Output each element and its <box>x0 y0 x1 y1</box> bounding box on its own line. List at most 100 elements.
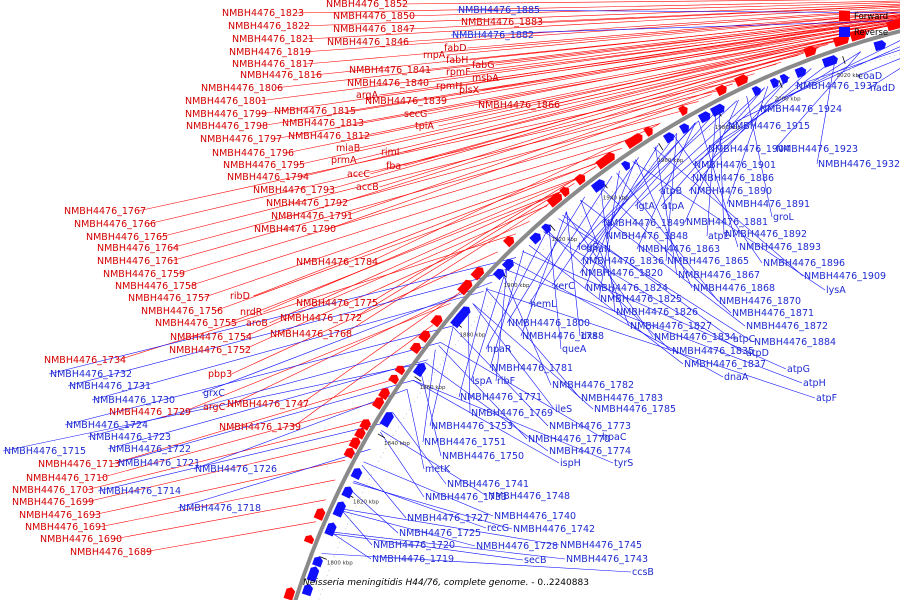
reverse-leader-line <box>726 86 769 205</box>
forward-leader-line <box>296 47 820 166</box>
reverse-gene-label: NMBH4476_1715 <box>4 446 86 457</box>
forward-leader-line <box>359 37 849 149</box>
reverse-leader-line <box>548 226 562 350</box>
reverse-gene-label: NMBH4476_1730 <box>93 395 175 406</box>
forward-gene-label: NMBH4476_1752 <box>169 345 251 356</box>
reverse-leader-line <box>485 288 816 399</box>
forward-gene-label: accC <box>347 169 370 180</box>
reverse-gene-label: NMBH4476_1901 <box>694 160 776 171</box>
forward-leader-line <box>406 2 900 17</box>
forward-gene-label: NMBH4476_1816 <box>240 70 322 81</box>
reverse-leader-line <box>495 266 508 382</box>
reverse-gene-label: NMBH4476_1724 <box>66 420 148 431</box>
kbp-label: 1920 kbp <box>551 237 577 243</box>
reverse-gene-label: NMBH4476_1871 <box>732 308 814 319</box>
forward-leader-line <box>427 22 900 115</box>
reverse-gene-label: NMBH4476_1788 <box>522 331 604 342</box>
forward-leader-line <box>300 54 799 178</box>
kbp-label: 1900 kbp <box>504 283 530 289</box>
reverse-leader-line <box>456 9 900 14</box>
reverse-gene-label: NMBH4476_1885 <box>458 5 540 16</box>
reverse-leader-line <box>330 531 566 560</box>
reverse-gene-label: grxC <box>203 388 225 399</box>
reverse-gene-label: NMBH4476_1785 <box>594 404 676 415</box>
reverse-gene-arrow <box>590 179 605 193</box>
kbp-label: 1880 kbp <box>460 332 486 338</box>
reverse-leader-line <box>97 422 386 492</box>
forward-gene-label: NMBH4476_1812 <box>288 131 370 142</box>
forward-gene-label: rnpA <box>423 50 446 61</box>
forward-gene-label: NMBH4476_1710 <box>26 473 108 484</box>
reverse-leader-line <box>381 430 488 497</box>
forward-leader-line <box>354 44 828 161</box>
reverse-leader-line <box>543 231 746 354</box>
forward-gene-label: NMBH4476_1690 <box>40 534 122 545</box>
reverse-gene-label: NMBH4476_1932 <box>818 159 900 170</box>
forward-gene-label: NMBH4476_1761 <box>97 256 179 267</box>
forward-leader-line <box>469 14 900 61</box>
sequence-range: - 0..2240883 <box>528 578 589 588</box>
forward-gene-arrow <box>678 105 688 117</box>
forward-gene-label: NMBH4476_1794 <box>227 172 309 183</box>
forward-gene-label: tpiA <box>415 121 434 132</box>
forward-gene-label: miaB <box>336 143 360 154</box>
forward-leader-line <box>273 32 865 140</box>
reverse-leader-line <box>726 40 900 127</box>
reverse-leader-line <box>452 326 549 427</box>
forward-leader-line <box>339 73 755 204</box>
reverse-leader-line <box>489 249 525 369</box>
reverse-leader-line <box>330 531 372 560</box>
reverse-gene-label: NMBH4476_1800 <box>508 318 590 329</box>
forward-leader-line <box>467 11 900 49</box>
forward-gene-label: NMBH4476_1840 <box>347 78 429 89</box>
reverse-leader-line <box>321 553 632 573</box>
forward-gene-label: NMBH4476_1691 <box>25 522 107 533</box>
reverse-gene-label: atpC <box>733 334 756 345</box>
forward-gene-label: NMBH4476_1747 <box>227 399 309 410</box>
reverse-gene-arrow <box>794 66 807 78</box>
reverse-gene-label: NMBH4476_1770 <box>528 434 610 445</box>
reverse-gene-label: NMBH4476_1719 <box>372 554 454 565</box>
forward-gene-label: NMBH4476_1766 <box>74 219 156 230</box>
reverse-gene-label: atpB <box>660 186 682 197</box>
reverse-leader-line <box>472 303 555 410</box>
forward-gene-label: NMBH4476_1784 <box>296 257 378 268</box>
gene-features <box>283 19 900 600</box>
forward-leader-line <box>274 16 900 89</box>
reverse-leader-line <box>868 68 900 89</box>
reverse-gene-label: atpH <box>803 378 826 389</box>
forward-gene-arrow <box>559 186 570 198</box>
forward-gene-arrow <box>313 508 326 521</box>
forward-gene-arrow <box>574 174 586 186</box>
legend-reverse-swatch <box>839 27 850 37</box>
reverse-gene-arrow <box>306 566 320 583</box>
kbp-label: 1980 kbp <box>715 125 741 131</box>
reverse-leader-line <box>440 342 602 438</box>
reverse-leader-line <box>558 218 754 343</box>
reverse-gene-label: NMBH4476_1896 <box>763 258 845 269</box>
reverse-gene-label: NMBH4476_1771 <box>460 392 542 403</box>
reverse-gene-label: NMBH4476_1909 <box>804 271 886 282</box>
forward-gene-arrow <box>832 34 850 48</box>
legend-reverse-label: Reverse <box>854 28 888 38</box>
forward-gene-label: NMBH4476_1699 <box>12 497 94 508</box>
reverse-leader-line <box>352 482 513 530</box>
reverse-leader-line <box>193 388 408 470</box>
reverse-gene-arrow <box>779 73 789 85</box>
forward-gene-label: nrdR <box>240 307 263 318</box>
reverse-leader-line <box>580 133 677 262</box>
reverse-leader-line <box>692 60 834 166</box>
reverse-gene-label: NMBH4476_1825 <box>600 294 682 305</box>
reverse-gene-label: groL <box>773 212 795 223</box>
reverse-gene-label: NMBH4476_1915 <box>728 121 810 132</box>
reverse-leader-line <box>665 133 678 262</box>
forward-gene-arrow <box>457 279 473 296</box>
forward-gene-label: NMBH4476_1793 <box>253 185 335 196</box>
kbp-label: 2020 kbp <box>837 73 863 79</box>
forward-gene-arrow <box>546 192 563 208</box>
forward-gene-arrow <box>604 152 615 163</box>
reverse-gene-arrow <box>679 123 689 134</box>
forward-gene-arrow <box>503 236 515 248</box>
reverse-gene-label: NMBH4476_1769 <box>471 408 553 419</box>
